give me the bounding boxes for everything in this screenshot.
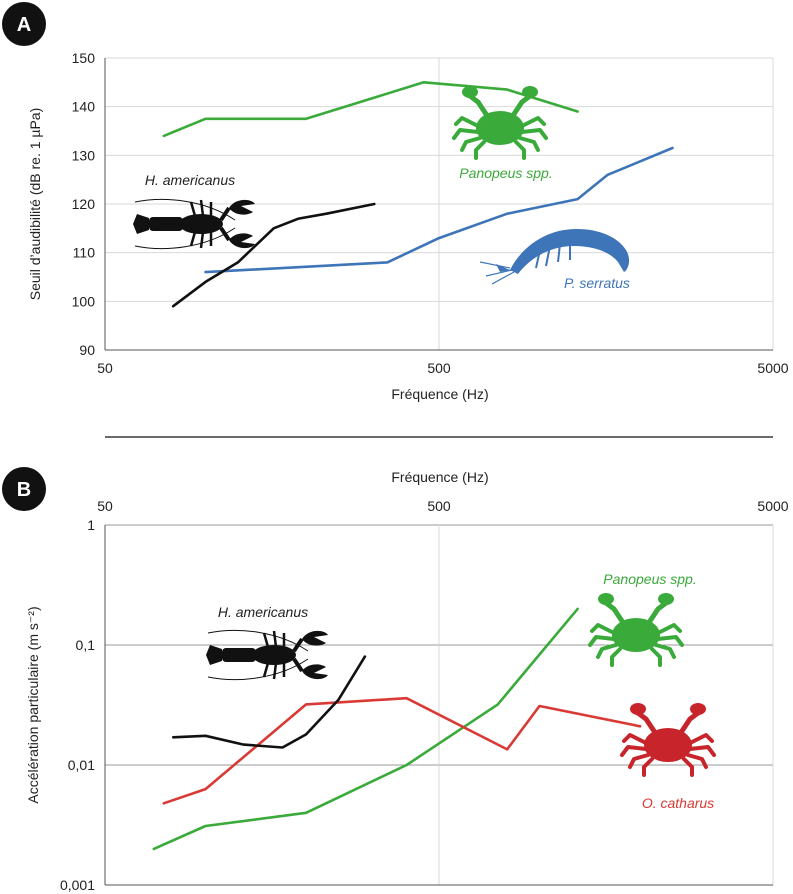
panel-a-y-tick-label: 90 <box>79 342 95 358</box>
panel-a-axes <box>104 58 773 351</box>
panel-a-pserratus-label: P. serratus <box>564 275 630 291</box>
ocatharus-crab-icon <box>622 703 714 775</box>
panel-b-chart: 0,001 0,01 0,1 150 500 5000 Fréquence (Hz) Ac… <box>25 469 789 893</box>
panel-b-x-tick-label: 5000 <box>757 498 788 514</box>
panel-a-y-axis-title: Seuil d’audibilité (dB re. 1 µPa) <box>27 108 43 301</box>
panel-a-x-tick-label: 50 <box>97 360 113 376</box>
panel-b-series-h-americanus <box>171 655 367 749</box>
panel-b-panopeus-label: Panopeus spp. <box>603 571 696 587</box>
panel-b-ticks: 0,001 0,01 0,1 150 500 5000 <box>60 498 789 893</box>
panel-a-ticks: 90 100 110 120 130 140 150 50 500 5000 <box>72 50 789 376</box>
panel-a-x-tick-label: 5000 <box>757 360 788 376</box>
panel-b-axes <box>104 525 773 886</box>
panel-b-ocatharus-label: O. catharus <box>642 795 714 811</box>
panel-a-x-tick-label: 500 <box>427 360 451 376</box>
panel-a-chart: 90 100 110 120 130 140 150 50 500 5000 Fréquence … <box>27 50 789 402</box>
panel-a-grid <box>104 57 774 351</box>
panel-b-hamericanus-label: H. americanus <box>218 604 308 620</box>
panel-a-series-h-americanus <box>171 202 376 308</box>
panel-a-y-tick-label: 150 <box>72 50 96 66</box>
panel-b-badge: B <box>2 467 46 511</box>
panel-a-y-tick-label: 140 <box>72 99 96 115</box>
lobster-icon-b <box>204 628 330 682</box>
panel-a-y-tick-label: 110 <box>73 245 96 261</box>
panel-a-badge: A <box>2 2 46 46</box>
panel-b-series <box>152 607 642 851</box>
panopeus-crab-icon-a <box>454 86 546 158</box>
panel-b-y-axis-title: Accélération particulaire (m s⁻²) <box>25 606 41 803</box>
panel-b-x-tick-label: 500 <box>427 498 451 514</box>
panel-a-x-axis-title: Fréquence (Hz) <box>391 386 488 402</box>
panel-a-y-tick-label: 100 <box>72 293 96 309</box>
panel-a-y-tick-label: 130 <box>72 147 96 163</box>
panel-b-y-tick-label: 0,01 <box>68 757 95 773</box>
panel-b-series-o-catharus <box>162 696 642 805</box>
panel-b-x-axis-title: Fréquence (Hz) <box>391 469 488 485</box>
panopeus-crab-icon-b <box>590 593 682 665</box>
panel-b-series-panopeus-spp <box>152 607 579 851</box>
panel-a-y-tick-label: 120 <box>72 196 96 212</box>
panel-b-y-tick-label: 0,001 <box>60 877 95 893</box>
panel-a-series-panopeus-spp <box>162 81 579 138</box>
panel-a-panopeus-label: Panopeus spp. <box>459 165 552 181</box>
panel-a-series-p-serratus <box>204 146 674 274</box>
panel-b-label: B <box>17 479 31 501</box>
panel-b-x-tick-label: 50 <box>97 498 113 514</box>
panel-b-y-tick-label: 1 <box>87 517 95 533</box>
panel-a-hamericanus-label: H. americanus <box>145 172 235 188</box>
panel-b-y-tick-label: 0,1 <box>76 637 96 653</box>
lobster-icon-a <box>131 197 257 251</box>
panel-a-series <box>162 81 674 308</box>
panel-a-label: A <box>17 14 31 36</box>
